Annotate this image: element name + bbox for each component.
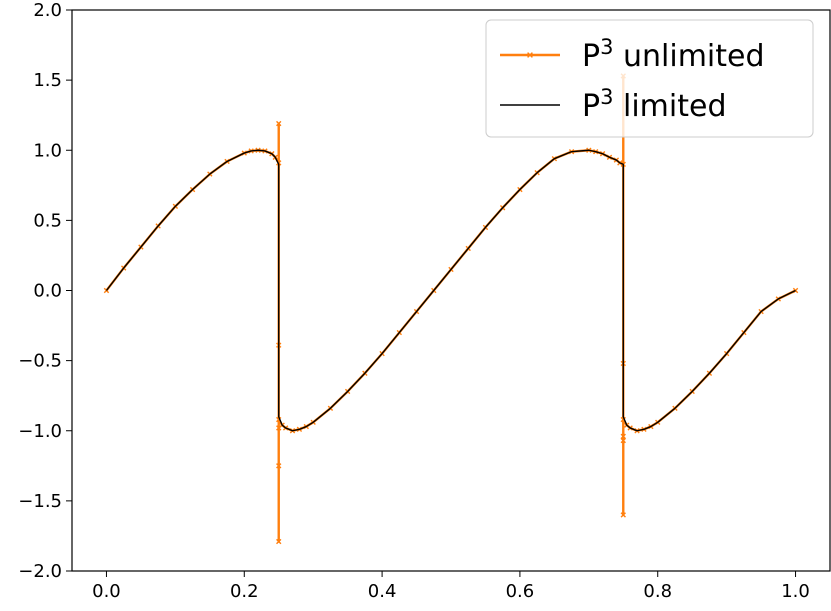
y-tick-label: 1.5 xyxy=(33,70,62,91)
series-p3-limited xyxy=(105,149,796,432)
legend-label-superscript: 3 xyxy=(600,85,613,109)
data-point-marker xyxy=(620,437,626,444)
series-line xyxy=(105,149,796,432)
x-tick-label: 0.0 xyxy=(92,581,121,602)
series-line xyxy=(105,74,797,543)
x-axis: 0.0 0.2 0.4 0.6 0.8 1.0 xyxy=(92,571,810,602)
legend-label-base: P xyxy=(582,39,600,74)
legend-label-rest: limited xyxy=(613,89,726,124)
legend-label: P3 unlimited xyxy=(582,35,765,74)
legend-marker xyxy=(527,52,533,58)
y-tick-label: 2.0 xyxy=(33,0,62,21)
series-layer xyxy=(103,73,799,545)
legend-label-superscript: 3 xyxy=(600,35,613,59)
x-tick-label: 0.8 xyxy=(643,581,672,602)
legend-box xyxy=(485,19,814,138)
x-tick-label: 1.0 xyxy=(781,581,810,602)
x-tick-label: 0.2 xyxy=(230,581,259,602)
series-p3-unlimited xyxy=(103,73,799,545)
data-point-marker xyxy=(276,463,282,469)
y-tick-label: 0.5 xyxy=(33,210,62,231)
data-point-marker xyxy=(620,433,626,440)
x-tick-label: 0.6 xyxy=(506,581,535,602)
data-point-marker xyxy=(276,120,282,127)
data-point-marker xyxy=(276,538,282,545)
y-tick-label: 1.0 xyxy=(33,140,62,161)
y-tick-label: −0.5 xyxy=(18,351,62,372)
legend-entry: P3 limited xyxy=(500,85,727,124)
legend-label-base: P xyxy=(582,89,600,124)
y-tick-label: −1.5 xyxy=(18,491,62,512)
x-tick-label: 0.4 xyxy=(368,581,397,602)
y-tick-label: 0.0 xyxy=(33,281,62,302)
y-tick-label: −2.0 xyxy=(18,561,62,582)
legend-label: P3 limited xyxy=(582,85,727,124)
y-axis: −2.0 −1.5 −1.0 −0.5 0.0 0.5 1.0 1.5 2.0 xyxy=(18,0,72,582)
legend-label-rest: unlimited xyxy=(613,39,764,74)
data-point-marker xyxy=(620,512,626,518)
legend-entry: P3 unlimited xyxy=(500,35,765,74)
y-tick-label: −1.0 xyxy=(18,421,62,442)
